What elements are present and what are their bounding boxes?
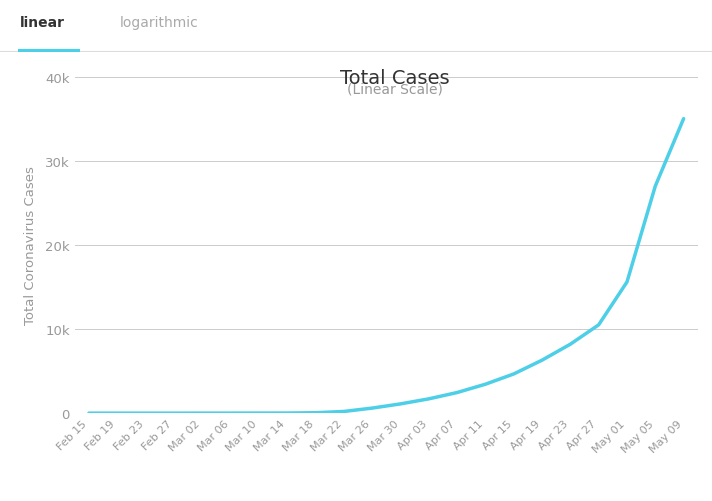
Text: (Linear Scale): (Linear Scale) (347, 83, 443, 97)
Y-axis label: Total Coronavirus Cases: Total Coronavirus Cases (24, 166, 37, 325)
Text: linear: linear (20, 16, 65, 30)
Text: Total Cases: Total Cases (340, 69, 450, 88)
Text: logarithmic: logarithmic (120, 16, 199, 30)
